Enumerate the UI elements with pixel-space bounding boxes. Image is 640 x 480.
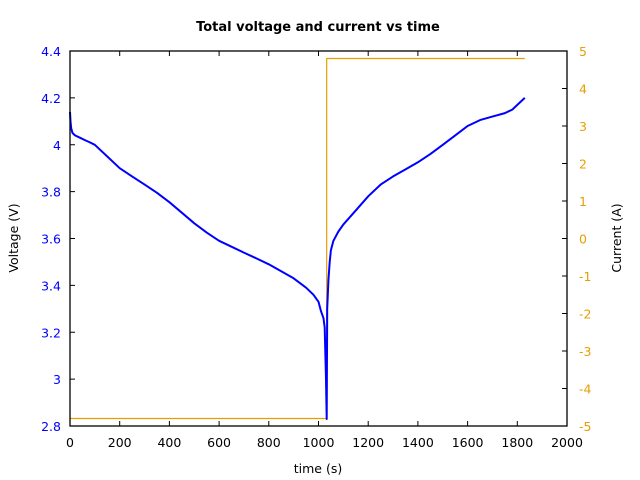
voltage-tick-label: 3.6 (41, 232, 61, 247)
voltage-tick-label: 3.4 (41, 278, 61, 293)
x-tick-label: 600 (207, 435, 231, 450)
current-tick-label: 1 (579, 194, 587, 209)
voltage-tick-label: 3.2 (41, 325, 61, 340)
current-tick-label: -1 (579, 269, 591, 284)
x-tick-label: 400 (157, 435, 181, 450)
voltage-series-line (69, 97, 526, 420)
x-tick-label: 800 (257, 435, 281, 450)
chart-title: Total voltage and current vs time (196, 20, 440, 35)
current-tick-label: 2 (579, 157, 587, 172)
current-tick-label: 4 (579, 82, 587, 97)
voltage-tick-label: 3.8 (41, 185, 61, 200)
voltage-tick-label: 4.4 (41, 44, 61, 59)
current-tick-label: -4 (579, 382, 592, 397)
current-tick-label: -5 (579, 419, 591, 434)
x-tick-label: 1400 (402, 435, 434, 450)
current-tick-label: -3 (579, 344, 591, 359)
current-tick-label: 5 (579, 44, 587, 59)
x-axis-label: time (s) (294, 461, 342, 476)
current-tick-label: 0 (579, 232, 587, 247)
x-tick-label: 0 (66, 435, 74, 450)
x-tick-label: 1800 (501, 435, 533, 450)
plot-frame (69, 50, 568, 427)
current-axis-label: Current (A) (609, 203, 624, 272)
x-tick-label: 1600 (452, 435, 484, 450)
x-tick-label: 200 (108, 435, 132, 450)
voltage-axis-ticks: 2.8 3 3.2 3.4 3.6 3.8 4 4.2 4.4 (41, 44, 75, 434)
voltage-tick-label: 4 (53, 138, 61, 153)
current-tick-label: 3 (579, 119, 587, 134)
voltage-tick-label: 2.8 (41, 419, 61, 434)
current-axis-ticks: -5 -4 -3 -2 -1 0 1 2 3 4 5 (562, 44, 592, 434)
x-tick-label: 1000 (303, 435, 335, 450)
voltage-tick-label: 4.2 (41, 91, 61, 106)
current-tick-label: -2 (579, 307, 591, 322)
x-tick-label: 1200 (352, 435, 384, 450)
x-axis-ticks: 0 200 400 600 800 1000 1200 1400 1600 1800 2000 (66, 51, 583, 450)
voltage-axis-label: Voltage (V) (6, 203, 21, 272)
voltage-tick-label: 3 (53, 372, 61, 387)
current-series-line (70, 57, 525, 420)
x-tick-label: 2000 (551, 435, 583, 450)
